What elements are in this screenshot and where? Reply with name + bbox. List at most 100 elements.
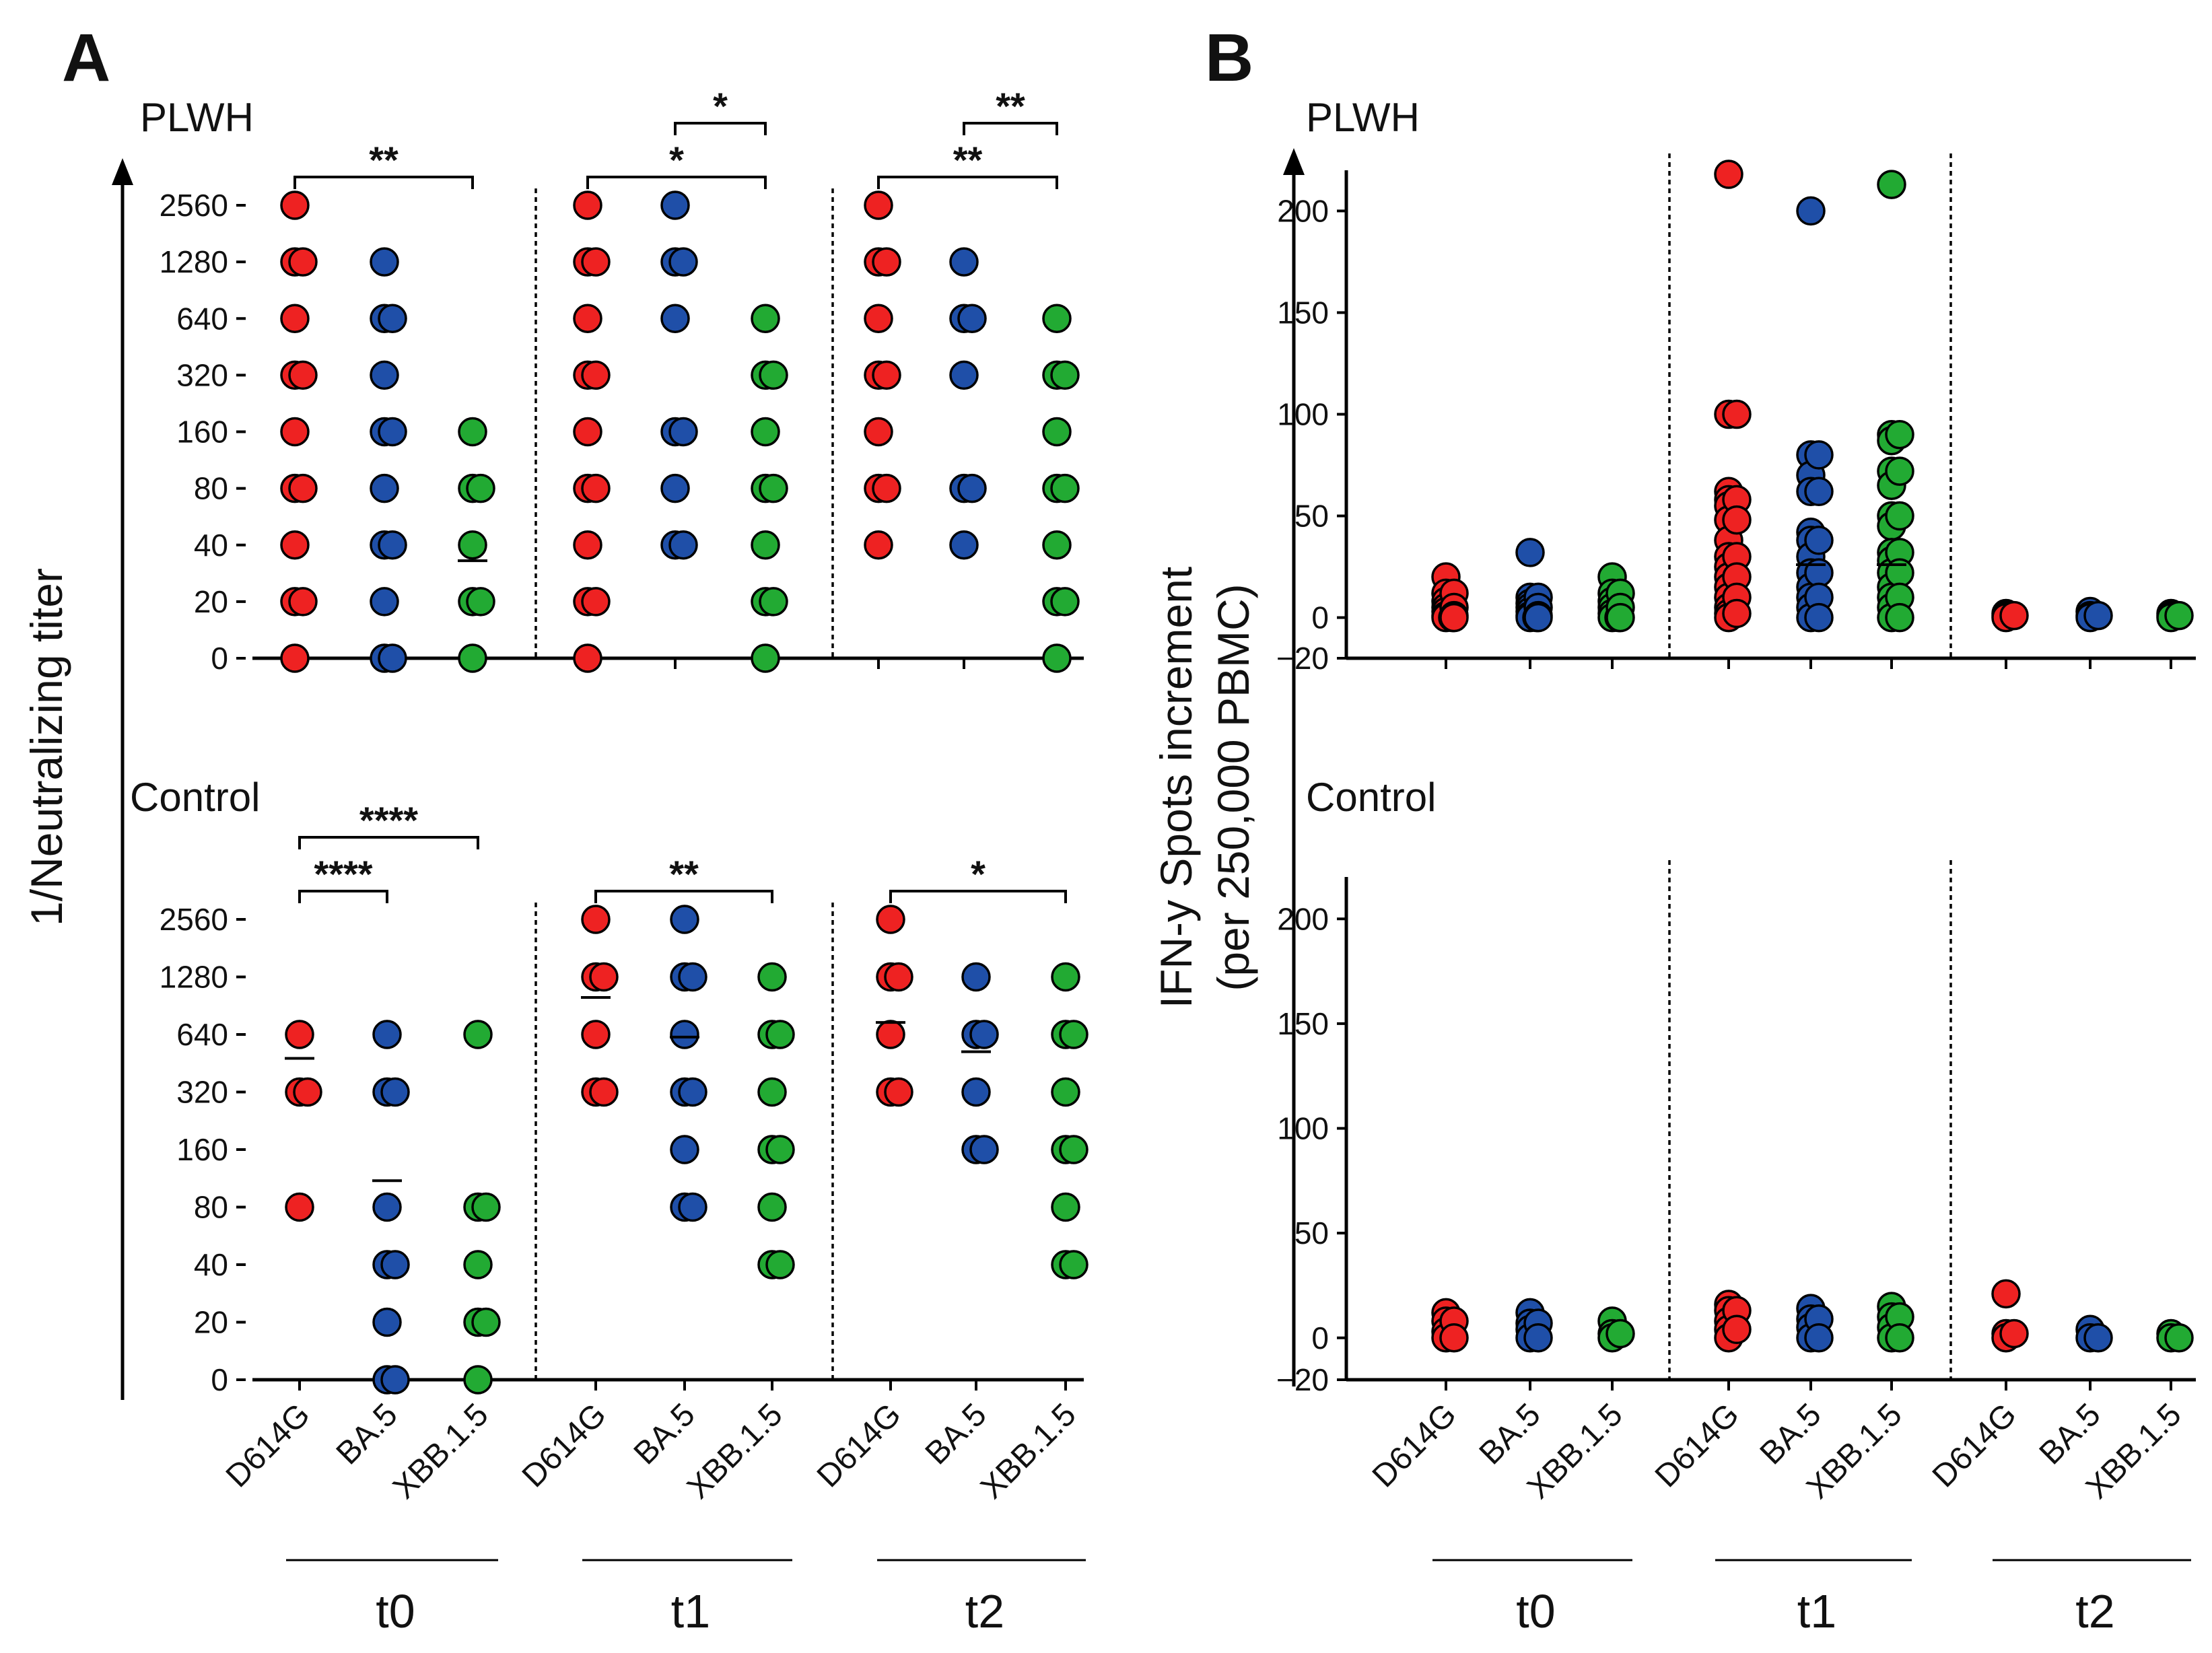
dot-d614g-t1 [573, 530, 602, 560]
dot-xbb-1-5-t1 [757, 1192, 787, 1222]
x-label-ba-5: BA.5 [919, 1397, 994, 1471]
dot-xbb-1-5-t1-dup [765, 1250, 795, 1279]
dot-ba-5-t0 [370, 247, 399, 277]
dot-xbb-1-5-t0 [458, 530, 487, 560]
dot-xbb-1-5-t0 [458, 643, 487, 673]
dot-d614g-t1 [581, 905, 611, 934]
dot-ba-5-t1 [660, 190, 690, 220]
dot-d614g-t0 [280, 304, 310, 333]
dot-ba-5-t0-dup [378, 417, 407, 447]
significance-stars: ** [953, 139, 983, 181]
dot-d614g-t0 [285, 1192, 314, 1222]
x-label-ba-5: BA.5 [2033, 1397, 2108, 1471]
y-tick-label: 50 [1294, 499, 1329, 534]
significance-bracket [877, 176, 1058, 189]
dot-ba-5-t0 [372, 1192, 402, 1222]
y-tick-label: 100 [1277, 1111, 1329, 1146]
significance-stars: ** [996, 85, 1025, 127]
x-label-d614g: D614G [810, 1397, 908, 1494]
y-tick-label: 0 [1311, 1321, 1329, 1356]
x-label-ba-5: BA.5 [627, 1397, 702, 1471]
dot-ba-5-t0-dup [380, 1077, 410, 1107]
dot-ba-5-t0-dup [1523, 1323, 1553, 1353]
dot-ba-5-t1-dup [1804, 477, 1834, 507]
timepoint-label-t1: t1 [1797, 1585, 1836, 1638]
dot-d614g-t1-dup [589, 1077, 619, 1107]
dot-ba-5-t2-dup [2083, 600, 2113, 631]
dot-ba-5-t2-dup [2083, 1323, 2113, 1353]
dot-ba-5-t1-dup [678, 962, 707, 992]
dot-d614g-t2 [864, 190, 893, 220]
group-label-b-plwh: PLWH [1306, 95, 1420, 140]
dot-d614g-t1-dup [581, 473, 611, 503]
dot-d614g-t2 [876, 1020, 905, 1049]
y-arrow-a-head [112, 158, 133, 185]
y-tick-label: 2560 [160, 902, 228, 937]
group-label-a-plwh: PLWH [140, 95, 254, 140]
dot-xbb-1-5-t2-dup [2164, 600, 2194, 631]
significance-bracket [298, 890, 388, 903]
dot-d614g-t2 [864, 417, 893, 447]
y-tick-label: 100 [1277, 397, 1329, 432]
significance-bracket [889, 890, 1067, 903]
dot-d614g-t1-dup [581, 247, 611, 277]
y-tick-label: 20 [194, 584, 228, 619]
timepoint-label-t0: t0 [376, 1585, 415, 1638]
dot-d614g-t1-dup [1722, 598, 1752, 629]
dot-ba-5-t1-dup [668, 530, 698, 560]
dot-ba-5-t2 [961, 962, 991, 992]
y-tick-label: 2560 [160, 188, 228, 223]
dot-d614g-t0 [280, 190, 310, 220]
x-label-d614g: D614G [1926, 1397, 2024, 1494]
dot-xbb-1-5-t0-dup [1605, 1318, 1635, 1349]
significance-bracket [594, 890, 773, 903]
dot-d614g-t0 [280, 530, 310, 560]
dot-ba-5-t0 [370, 360, 399, 390]
dot-d614g-t0-dup [1439, 1323, 1469, 1353]
significance-stars: **** [314, 853, 372, 895]
significance-stars: * [669, 139, 684, 181]
dot-xbb-1-5-t1-dup [759, 360, 788, 390]
significance-bracket [674, 122, 767, 135]
dot-xbb-1-5-t2-dup [1059, 1020, 1088, 1049]
dot-xbb-1-5-t1-dup [1885, 419, 1914, 450]
y-tick-label: 40 [194, 528, 228, 563]
x-label-d614g: D614G [516, 1397, 613, 1494]
x-label-xbb-1-5: XBB.1.5 [681, 1397, 790, 1506]
dot-xbb-1-5-t1 [751, 417, 780, 447]
timepoint-label-t1: t1 [671, 1585, 710, 1638]
dot-d614g-t0-dup [288, 247, 318, 277]
dot-d614g-t2-dup [1999, 1318, 2029, 1349]
dot-d614g-t2-dup [884, 1077, 913, 1107]
dot-xbb-1-5-t1 [757, 1077, 787, 1107]
dot-ba-5-t1-dup [668, 417, 698, 447]
dot-xbb-1-5-t1 [751, 530, 780, 560]
dot-d614g-t1-dup [1722, 1314, 1752, 1345]
dot-d614g-t1-dup [581, 360, 611, 390]
dot-xbb-1-5-t2 [1051, 1192, 1080, 1222]
dot-d614g-t2 [864, 304, 893, 333]
y-tick-label: 150 [1277, 295, 1329, 330]
y-tick-label: 20 [194, 1305, 228, 1340]
dot-d614g-t2-dup [872, 473, 901, 503]
dot-d614g-t0 [280, 643, 310, 673]
dot-xbb-1-5-t0-dup [471, 1192, 501, 1222]
y-tick-label: 80 [194, 471, 228, 506]
dot-xbb-1-5-t1-dup [1885, 602, 1914, 633]
dot-d614g-t1 [573, 190, 602, 220]
y-tick-label: 200 [1277, 901, 1329, 936]
dot-ba-5-t1 [670, 1020, 699, 1049]
y-tick-label: −20 [1276, 1362, 1329, 1397]
dot-d614g-t1 [1714, 160, 1743, 189]
panel-label-b: B [1205, 20, 1253, 96]
significance-stars: **** [359, 799, 418, 841]
dot-d614g-t1 [573, 417, 602, 447]
dot-ba-5-t2-dup [969, 1020, 999, 1049]
dot-d614g-t2-dup [884, 962, 913, 992]
dot-xbb-1-5-t1 [751, 304, 780, 333]
x-label-xbb-1-5: XBB.1.5 [386, 1397, 495, 1506]
dot-ba-5-t2-dup [969, 1135, 999, 1164]
